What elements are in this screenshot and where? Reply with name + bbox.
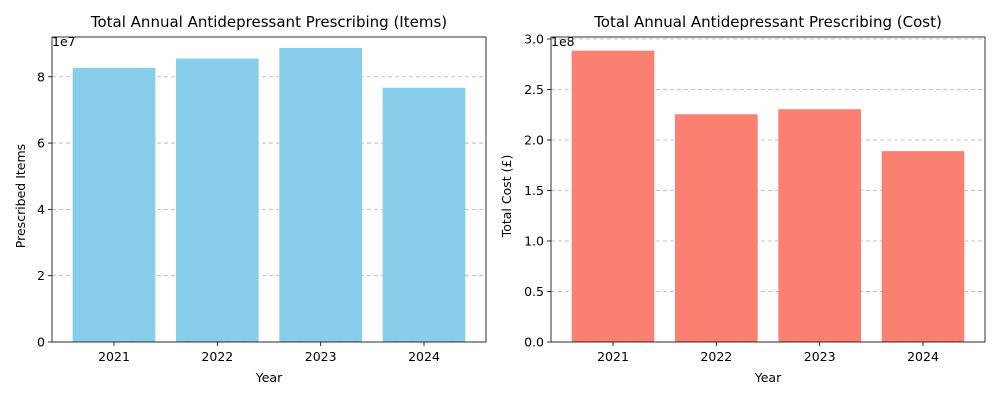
y-tick-label: 0.0	[524, 335, 544, 350]
y-tick-label: 1.0	[524, 234, 544, 249]
y-tick-label: 2.5	[524, 82, 544, 97]
y-tick-label: 0.5	[524, 284, 544, 299]
bar-2023	[279, 47, 362, 342]
plot-frame	[51, 36, 487, 343]
bar-2022	[176, 58, 259, 342]
y-axis-label: Prescribed Items	[13, 144, 28, 248]
x-tick-label: 2023	[305, 349, 337, 364]
y-offset-label: 1e7	[52, 34, 76, 49]
x-tick-label: 2021	[98, 349, 130, 364]
x-axis-label: Year	[754, 370, 782, 385]
y-tick-label: 4	[37, 202, 45, 217]
y-tick-label: 6	[37, 136, 45, 151]
y-tick-label: 2	[37, 268, 45, 283]
x-tick-label: 2022	[700, 349, 732, 364]
chart-title: Total Annual Antidepressant Prescribing …	[90, 13, 447, 31]
y-tick-label: 2.0	[524, 133, 544, 148]
bar-2023	[778, 109, 861, 342]
bar-2024	[382, 87, 466, 342]
y-axis-label: Total Cost (£)	[499, 155, 514, 239]
x-axis-label: Year	[255, 370, 283, 385]
bar-2021	[72, 67, 156, 343]
x-tick-label: 2024	[907, 349, 939, 364]
bar-2022	[675, 114, 758, 342]
x-tick-label: 2021	[597, 349, 629, 364]
cost-chart: Total Annual Antidepressant Prescribing …	[499, 13, 986, 385]
x-tick-label: 2022	[201, 349, 233, 364]
x-tick-label: 2024	[408, 349, 440, 364]
y-tick-label: 8	[37, 69, 45, 84]
y-tick-label: 0	[37, 335, 45, 350]
y-tick-label: 1.5	[524, 183, 544, 198]
bar-2021	[571, 50, 655, 343]
chart-title: Total Annual Antidepressant Prescribing …	[593, 13, 942, 31]
y-tick-label: 3.0	[524, 32, 544, 47]
items-chart: Total Annual Antidepressant Prescribing …	[13, 13, 487, 385]
x-tick-label: 2023	[804, 349, 836, 364]
bar-2024	[881, 151, 965, 342]
plot-frame	[550, 36, 986, 343]
y-offset-label: 1e8	[551, 34, 575, 49]
